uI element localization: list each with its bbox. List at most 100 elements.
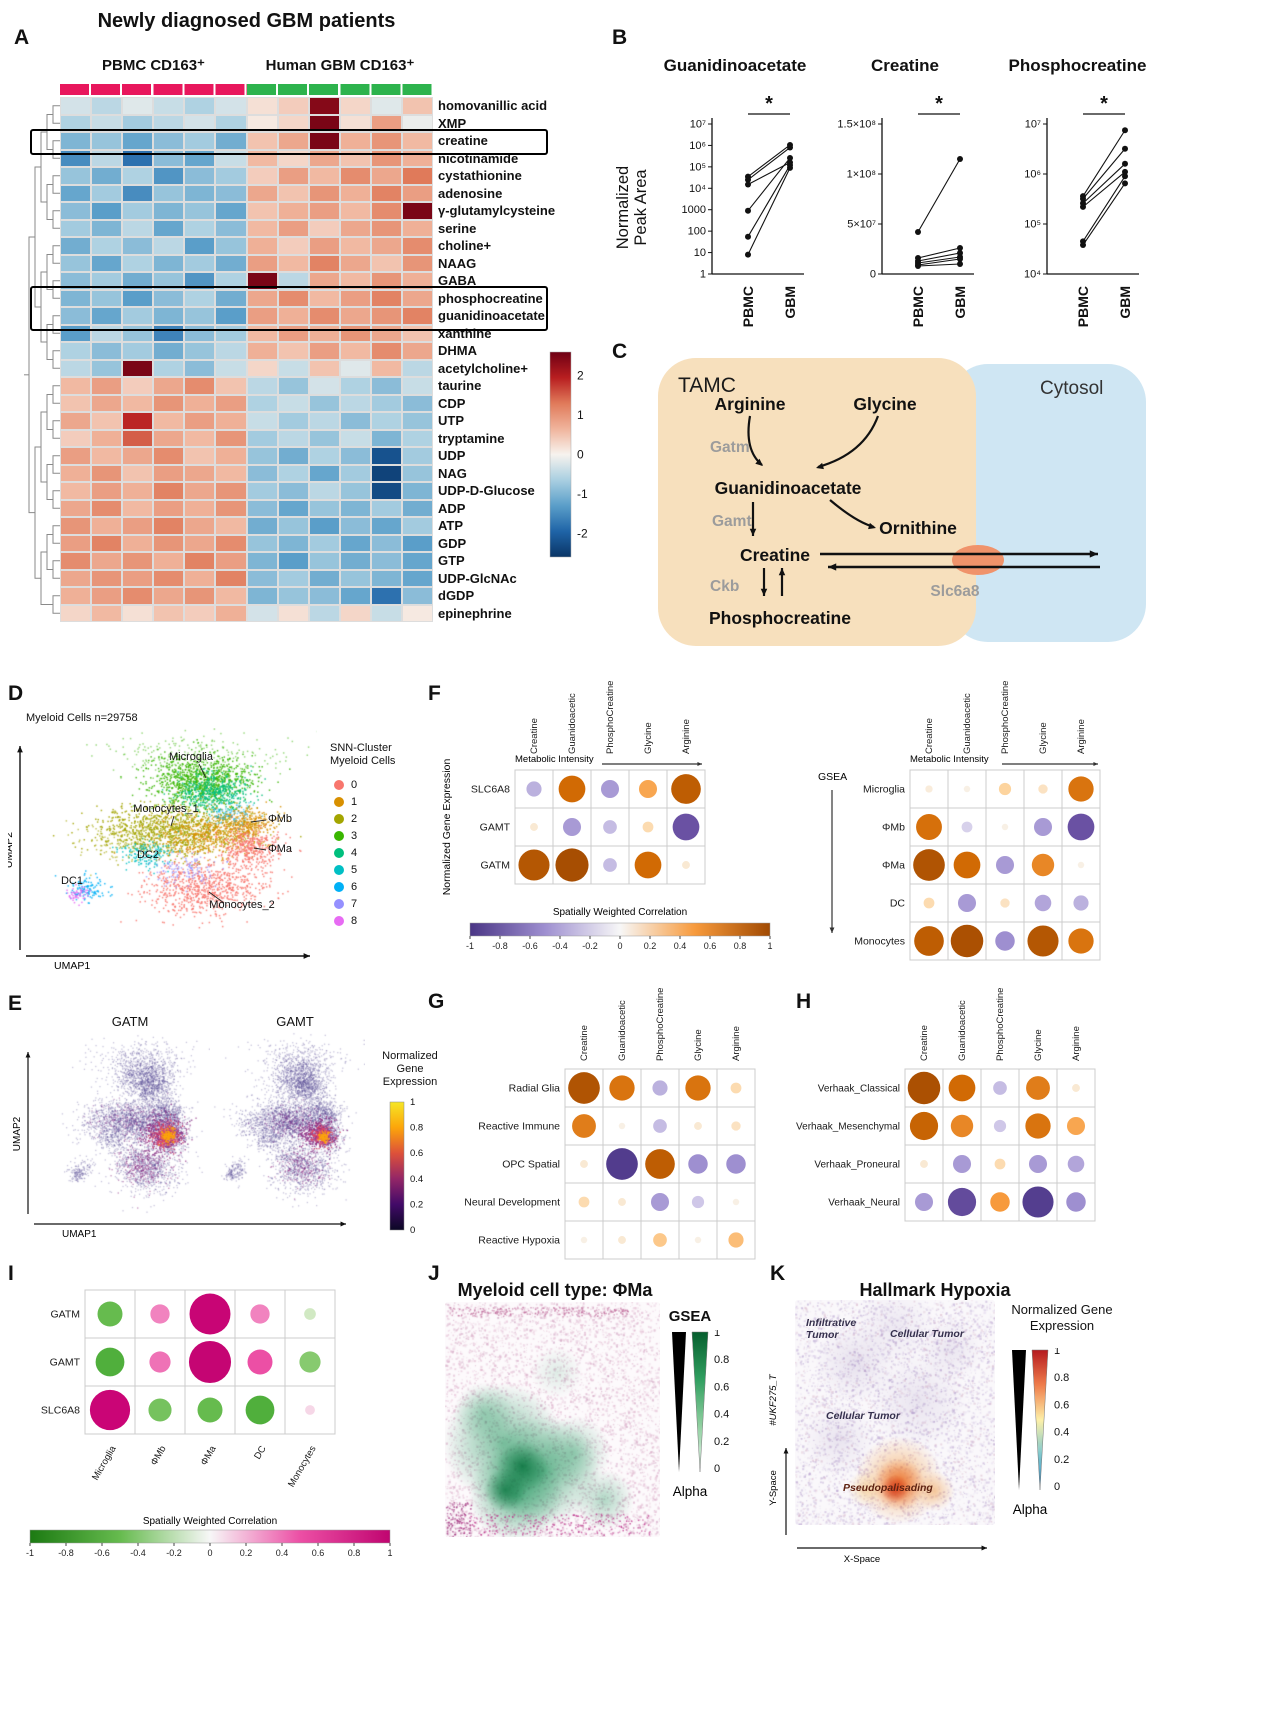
correlation-dot (914, 1192, 934, 1212)
heatmap-cell (122, 202, 154, 220)
cluster-color-dot (334, 813, 344, 824)
correlation-dot (961, 821, 973, 833)
heatmap-cell (60, 517, 92, 535)
heatmap-cell (401, 132, 433, 150)
heatmap-cell (308, 307, 340, 325)
heatmap-cell (370, 587, 402, 605)
heatmap-cell (401, 254, 433, 272)
heatmap-cell (246, 412, 278, 430)
paired-plot-creatine: 1.5×10⁸ 1×10⁸ 5×10⁷ 0 * PBMC GBM (837, 93, 974, 327)
heatmap-cell (277, 114, 309, 132)
alpha-wedge (672, 1332, 686, 1472)
heatmap-cell (246, 587, 278, 605)
y-tick-label: 10⁶ (689, 140, 706, 152)
heatmap-row-label: choline+ (438, 238, 492, 253)
x-category-label: PBMC (740, 286, 756, 327)
data-point (915, 229, 921, 235)
node-creatine: Creatine (740, 545, 810, 565)
heatmap-cell (339, 482, 371, 500)
heatmap-cell (153, 307, 185, 325)
correlation-dot (925, 785, 933, 793)
heatmap-cell (91, 604, 123, 622)
data-point (957, 256, 963, 262)
correlation-dot (923, 897, 935, 909)
heatmap-cell (91, 464, 123, 482)
heatmap-cell (122, 359, 154, 377)
heatmap-cell (308, 114, 340, 132)
data-point (1122, 173, 1128, 180)
colorbar-tick: 0 (410, 1225, 415, 1236)
heatmap-cell (122, 482, 154, 500)
heatmap-cell (339, 254, 371, 272)
x-category-label: PBMC (1075, 286, 1091, 327)
panel-d-title: Myeloid Cells n=29758 (26, 712, 138, 724)
dotplot-row-label: OPC Spatial (502, 1159, 560, 1171)
panel-j-title: Myeloid cell type: ΦMa (457, 1280, 653, 1300)
heatmap-cell (215, 412, 247, 430)
heatmap-cell (339, 97, 371, 115)
correlation-dot (995, 931, 1015, 951)
spatial-tissue-gsea (445, 1302, 660, 1537)
colorbar-tick: 0.4 (674, 941, 687, 951)
heatmap-cell (184, 307, 216, 325)
data-point (745, 233, 751, 240)
correlation-dot (305, 1405, 315, 1415)
correlation-dot (1067, 813, 1095, 841)
heatmap-cell (339, 429, 371, 447)
heatmap-cell (339, 569, 371, 587)
heatmap-cell (153, 202, 185, 220)
heatmap-cell (122, 167, 154, 185)
correlation-dot (580, 1160, 588, 1168)
heatmap-cell (308, 587, 340, 605)
heatmap-cell (370, 447, 402, 465)
pair-line (917, 258, 961, 266)
colorbar-tick: 1 (767, 941, 772, 951)
heatmap-cell (339, 412, 371, 430)
heatmap-cell (277, 482, 309, 500)
heatmap-cell (184, 499, 216, 517)
correlation-dot (97, 1301, 123, 1327)
cluster-id: 2 (351, 812, 358, 825)
heatmap-cell (401, 114, 433, 132)
heatmap-cell (370, 569, 402, 587)
cluster-annotation: ΦMa (268, 843, 293, 855)
correlation-dot (245, 1395, 275, 1425)
dotplot-row-label: GATM (50, 1309, 80, 1321)
heatmap-cell (91, 289, 123, 307)
highlight-box-creatine (30, 129, 548, 155)
heatmap-cell (153, 132, 185, 150)
y-tick-label: 10⁴ (1024, 269, 1041, 281)
heatmap-cell (91, 219, 123, 237)
heatmap-cell (184, 604, 216, 622)
correlation-dot (188, 1340, 232, 1384)
heatmap-cell (60, 429, 92, 447)
arrow-head (1093, 761, 1098, 767)
dotplot-col-label: Monocytes (286, 1444, 319, 1489)
umap-axes: UMAP2 UMAP1 Microglia Monocytes_1 ΦMb ΦMa DC… (8, 746, 310, 972)
correlation-dot (653, 1119, 667, 1133)
heatmap-cell (122, 552, 154, 570)
feature-plot-axes: UMAP2 UMAP1 (12, 1052, 346, 1240)
hypoxia-legend-title: Normalized Gene Expression (1011, 1302, 1113, 1333)
correlation-dot (558, 775, 586, 803)
heatmap-cell (370, 289, 402, 307)
heatmap-cell (153, 412, 185, 430)
heatmap-cell (215, 447, 247, 465)
dendrogram-branch (52, 385, 60, 404)
panel-i-label: I (8, 1262, 14, 1285)
heatmap-cell (370, 237, 402, 255)
correlation-dot (653, 1233, 667, 1247)
feature-plot-title-gamt: GAMT (276, 1014, 314, 1029)
heatmap-cell (153, 272, 185, 290)
colorbar-tick: 1 (577, 408, 584, 422)
heatmap-row-label: tryptamine (438, 430, 505, 446)
correlation-dot (1066, 1192, 1086, 1212)
correlation-dot (530, 823, 538, 831)
dotplot-col-label: Glycine (643, 722, 654, 754)
dendrogram-branch (52, 350, 60, 369)
heatmap-cell (60, 307, 92, 325)
heatmap-cell (308, 342, 340, 360)
panel-d-label: D (8, 682, 24, 705)
dotplot-col-label: Creatine (529, 718, 540, 754)
heatmap-cell (308, 552, 340, 570)
